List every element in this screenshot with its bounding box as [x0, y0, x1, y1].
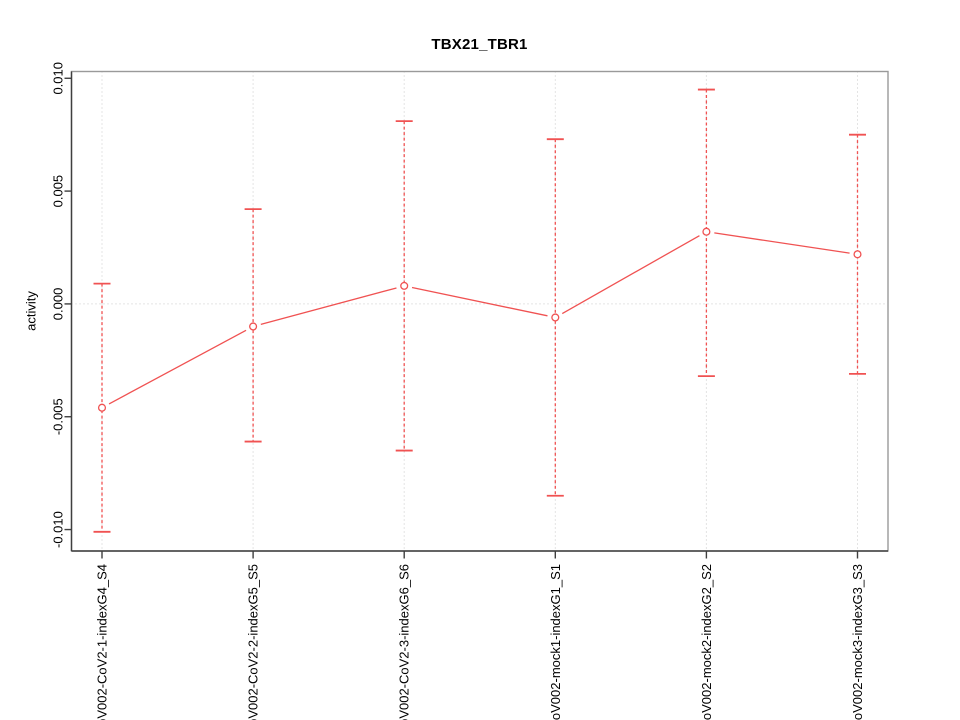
x-category-label: CoV002-CoV2-1-indexG4_S4: [95, 564, 110, 720]
y-tick-label: -0.005: [51, 398, 66, 435]
data-point-marker: [97, 403, 107, 412]
x-category-label: CoV002-CoV2-3-indexG6_S6: [397, 564, 412, 720]
y-tick-label: 0.010: [51, 62, 66, 95]
data-point-marker: [853, 250, 862, 259]
series-segment: [108, 329, 247, 405]
series-segment: [260, 287, 397, 326]
chart-title: TBX21_TBR1: [431, 36, 528, 53]
data-point-marker: [551, 313, 560, 322]
y-tick-label: -0.010: [51, 511, 66, 548]
series-segment: [561, 235, 700, 315]
x-category-label: CoV002-mock2-indexG2_S2: [699, 564, 714, 720]
y-tick-label: 0.005: [51, 175, 66, 208]
data-point-marker: [702, 227, 711, 236]
x-category-label: CoV002-CoV2-2-indexG5_S5: [246, 564, 261, 720]
x-category-label: CoV002-mock1-indexG1_S1: [548, 564, 563, 720]
y-tick-label: 0.000: [51, 288, 66, 321]
data-point-marker: [400, 281, 409, 290]
x-category-label: CoV002-mock3-indexG3_S3: [850, 564, 865, 720]
series-segment: [411, 286, 548, 317]
plot-box: [70, 70, 889, 552]
data-point-marker: [249, 322, 258, 331]
series-segment: [714, 232, 850, 254]
